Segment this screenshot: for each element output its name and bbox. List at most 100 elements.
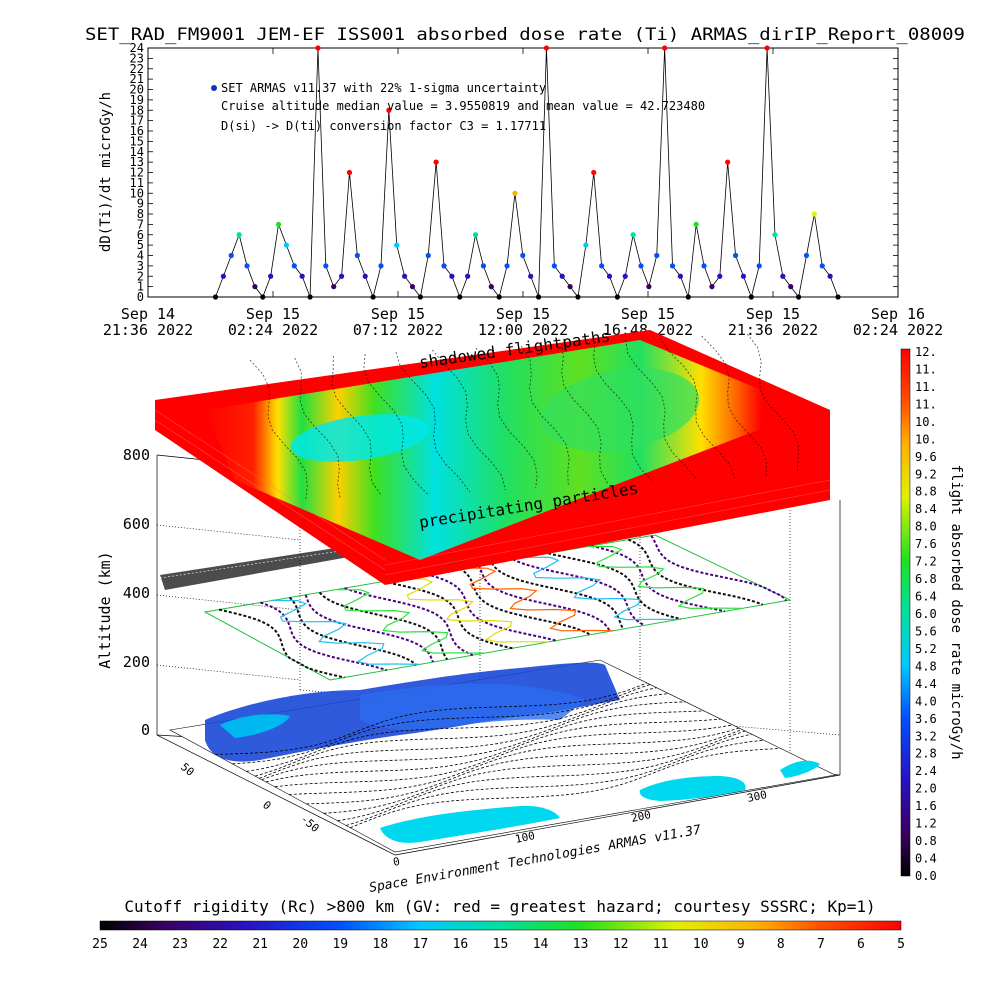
dose-rate-point (212, 294, 219, 300)
dose-rate-point (796, 294, 802, 300)
dose-rate-point (591, 169, 597, 176)
flight-track-highlight (398, 578, 549, 643)
y-tick-label: 13 (130, 155, 144, 169)
dose-rate-colorbar-tick: 11. (915, 397, 937, 411)
y-tick-label: 15 (130, 134, 144, 148)
dose-rate-point (228, 252, 234, 259)
dose-rate-point (260, 294, 266, 300)
shell-track (659, 337, 736, 479)
dose-rate-point (441, 263, 447, 269)
lat-tick-label: 0 (260, 798, 273, 812)
cutoff-rigidity-colorbar-tick: 20 (292, 937, 308, 952)
dose-rate-colorbar-ticks: 0.0 0.4 0.8 1.2 1.6 2.0 2.4 2.8 3.2 3.6 4.0 4.4 4.8 5… (915, 345, 937, 883)
dose-rate-point (583, 242, 589, 248)
altitude-tick-label: 800 (123, 446, 150, 464)
flight-track (547, 552, 681, 620)
ground-track (288, 727, 740, 795)
flight-track (591, 544, 726, 613)
cutoff-rigidity-colorbar-tick: 9 (737, 937, 745, 952)
dose-rate-colorbar-tick: 0.4 (915, 852, 937, 866)
dose-rate-point (465, 273, 471, 279)
dose-rate-colorbar-tick: 5.6 (915, 624, 937, 638)
y-tick-label: 7 (137, 217, 144, 231)
flight-track (627, 538, 764, 606)
cutoff-rigidity-colorbar-tick: 13 (573, 937, 589, 952)
dose-rate-point (614, 294, 620, 300)
dose-rate-point (354, 252, 360, 259)
dose-rate-point (575, 294, 581, 300)
continent-shape (780, 760, 820, 778)
ground-tracks (214, 682, 781, 829)
continent-shape (220, 714, 290, 738)
cutoff-rigidity-colorbar-tick: 19 (332, 937, 348, 952)
dose-rate-point (630, 232, 636, 238)
altitude-axis-label: Altitude (km) (96, 551, 114, 668)
y-tick-label: 3 (137, 259, 144, 273)
x-tick-label-time: 12:00 2022 (478, 321, 568, 339)
dose-rate-point (386, 107, 392, 113)
flight-track (344, 587, 474, 657)
cutoff-rigidity-colorbar-tick: 11 (653, 937, 669, 952)
dose-rate-point (370, 294, 376, 300)
lon-tick-label: 0 (392, 855, 401, 869)
dose-rate-colorbar-tick: 6.8 (915, 572, 937, 586)
ground-track (337, 733, 752, 822)
dose-rate-point (252, 284, 258, 290)
dose-rate-colorbar-tick: 4.4 (915, 677, 937, 691)
ground-track (274, 724, 733, 788)
shell-track (520, 345, 570, 487)
flight-track (318, 591, 449, 661)
dose-rate-point (315, 45, 321, 51)
ground-track (259, 701, 686, 779)
x-tick-label-date: Sep 15 (746, 305, 800, 323)
dose-rate-point (827, 273, 833, 279)
dose-rate-colorbar-tick: 11. (915, 362, 937, 376)
dose-rate-point (528, 273, 534, 279)
dose-rate-point (362, 273, 368, 279)
y-tick-label: 22 (130, 62, 144, 76)
dose-rate-point (732, 252, 739, 259)
x-tick-label-date: Sep 15 (371, 305, 425, 323)
dose-rate-colorbar-tick: 2.4 (915, 764, 937, 778)
dose-rate-point (268, 273, 274, 279)
ground-track (345, 739, 764, 826)
y-tick-label: 1 (137, 280, 144, 294)
flight-track-highlight (272, 599, 421, 665)
shell-track (294, 357, 341, 499)
dose-rate-point (535, 294, 542, 300)
dose-rate-point (299, 273, 305, 279)
dose-rate-colorbar-tick: 8.0 (915, 520, 937, 534)
dose-rate-point (764, 45, 770, 51)
dose-rate-series (212, 45, 841, 300)
dose-rate-point (291, 263, 297, 269)
x-tick-label-time: 21:36 2022 (103, 321, 193, 339)
altitude-tick-label: 200 (123, 653, 150, 671)
dose-rate-point (338, 273, 345, 279)
y-tick-label: 10 (130, 186, 144, 200)
cutoff-rigidity-colorbar-tick: 18 (373, 937, 389, 952)
dose-rate-colorbar-tick: 4.0 (915, 694, 937, 708)
continent-shape (360, 683, 585, 730)
dose-rate-point (543, 45, 550, 51)
x-tick-label-time: 02:24 2022 (228, 321, 318, 339)
dose-rate-colorbar-tick: 9.2 (915, 467, 937, 481)
dose-rate-point (717, 273, 723, 279)
lon-tick-label: 100 (514, 829, 536, 846)
dose-rate-colorbar-tick: 2.0 (915, 782, 937, 796)
y-tick-label: 23 (130, 51, 144, 65)
flight-track (650, 535, 787, 602)
dose-rate-point (488, 284, 494, 290)
y-tick-label: 14 (130, 145, 144, 159)
dose-rate-point (662, 45, 668, 51)
dose-rate-point (323, 263, 329, 269)
dose-rate-point (701, 263, 707, 269)
dose-rate-point (709, 284, 715, 290)
shell-track (475, 347, 538, 489)
background-track-band (159, 545, 361, 590)
dose-rate-point (622, 273, 628, 279)
flight-track (218, 608, 345, 679)
dose-rate-colorbar-tick: 3.6 (915, 712, 937, 726)
ground-track (350, 748, 781, 829)
continent-shape (639, 776, 746, 801)
